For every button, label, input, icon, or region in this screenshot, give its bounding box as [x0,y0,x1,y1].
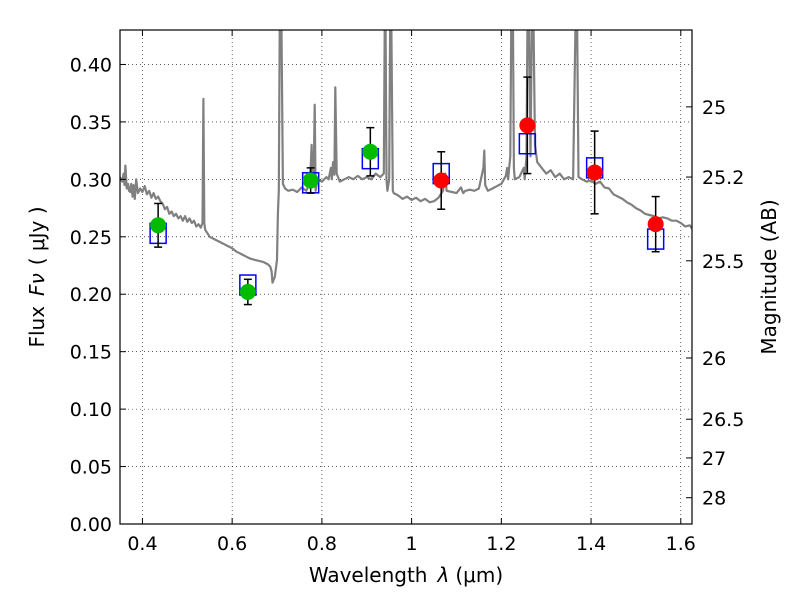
x-tick-label: 1.4 [576,533,606,555]
y-axis-symbol: Fν [25,273,49,296]
x-axis-symbol: λ [437,563,450,587]
y2-tick-label: 26.5 [702,409,744,431]
plot-background [120,30,692,524]
y-tick-label: 0.05 [70,457,112,479]
x-tick-label: 1 [406,533,418,555]
y2-tick-label: 28 [702,488,726,510]
y2-tick-label: 25 [702,97,726,119]
y2-tick-label: 25.2 [702,167,744,189]
y2-axis-label: Magnitude (AB) [757,199,781,354]
y-axis-label-text: Flux [25,306,49,348]
data-point [302,172,319,189]
data-layer [120,30,692,306]
y-tick-label: 0.10 [70,399,112,421]
y-tick-label: 0.15 [70,342,112,364]
data-point [647,216,664,233]
y2-tick-label: 26 [702,348,726,370]
x-axis-label: Wavelength λ (μm) [309,563,503,587]
y-tick-label: 0.35 [70,112,112,134]
x-tick-label: 0.6 [217,533,247,555]
data-point [239,283,256,300]
ticks: 0.4 0.6 0.8 1 1.2 1.4 1.6 0.00 0.05 0.10 0.15 0.20 0… [70,30,744,555]
y-tick-label: 0.40 [70,54,112,76]
y-axis-unit: ( μJy ) [25,206,49,265]
y-tick-label: 0.00 [70,514,112,536]
x-tick-label: 0.8 [307,533,337,555]
plot-frame [119,29,693,525]
data-point [150,217,167,234]
x-axis-label-text: Wavelength [309,563,428,587]
data-point [586,164,603,181]
y-tick-label: 0.20 [70,284,112,306]
data-point [433,172,450,189]
y2-tick-label: 25.5 [702,251,744,273]
y2-tick-label: 27 [702,448,726,470]
x-tick-label: 1.6 [666,533,696,555]
y-axis-label: Flux Fν ( μJy ) [25,206,49,347]
x-tick-label: 1.2 [486,533,516,555]
data-point [362,143,379,160]
y-tick-label: 0.25 [70,227,112,249]
data-point [519,117,536,134]
spectrum-line [120,30,692,284]
y-tick-label: 0.30 [70,169,112,191]
x-tick-label: 0.4 [127,533,157,555]
x-axis-unit: (μm) [455,563,503,587]
